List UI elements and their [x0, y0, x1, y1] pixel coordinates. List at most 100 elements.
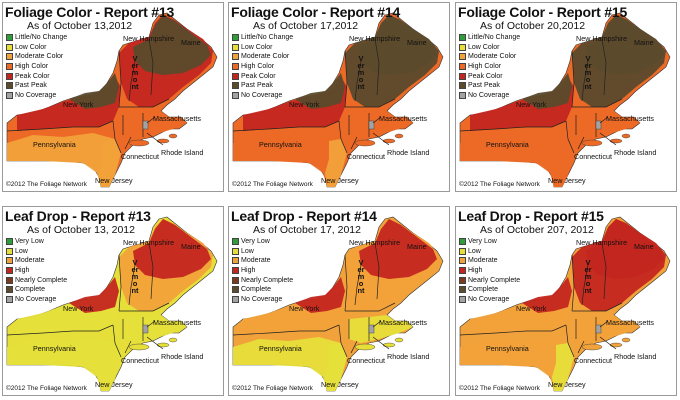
color-region-south: [460, 133, 574, 187]
state-border: [345, 98, 396, 108]
state-label-maine: Maine: [181, 38, 201, 47]
legend-item: Moderate: [459, 256, 520, 266]
label-pointer: [350, 136, 358, 150]
state-label-pennsylvania: Pennsylvania: [486, 140, 529, 149]
state-label-pennsylvania: Pennsylvania: [259, 140, 302, 149]
map-panel-leafdrop-report-15: Leaf Drop - Report #15 As of October 207,…: [455, 206, 677, 396]
color-region-coast: [349, 111, 413, 139]
color-region-south: [7, 337, 121, 391]
label-pointer: [146, 116, 156, 124]
state-label-rhode-island: Rhode Island: [161, 148, 204, 157]
legend-item: Little/No Change: [459, 33, 520, 43]
legend-swatch: [6, 276, 13, 284]
legend-swatch: [232, 267, 239, 275]
label-pointer: [577, 136, 585, 150]
state-border: [581, 264, 589, 306]
label-pointer: [599, 336, 617, 350]
state-label-connecticut: Connecticut: [574, 152, 612, 161]
island: [621, 133, 631, 139]
label-pointer: [146, 132, 164, 146]
legend-swatch: [459, 267, 466, 275]
state-label-massachusetts: Massachusetts: [153, 318, 201, 327]
state-label-rhode-island: Rhode Island: [387, 352, 430, 361]
state-label-massachusetts: Massachusetts: [379, 114, 427, 123]
copyright-notice: ©2012 The Foliage Network: [232, 385, 313, 392]
color-region-nj: [99, 139, 121, 187]
legend-item: No Coverage: [459, 295, 520, 305]
legend-item: Low Color: [459, 43, 520, 53]
map-canvas: [3, 207, 223, 395]
legend-item: Low: [459, 247, 520, 257]
color-region-adk: [295, 73, 345, 109]
color-region-ny: [470, 281, 574, 335]
state-label-new-york: New York: [63, 304, 94, 313]
state-border: [119, 98, 170, 108]
legend-label: Peak Color: [15, 72, 50, 80]
legend-item: Past Peak: [6, 81, 67, 91]
legend-label: Very Low: [241, 238, 270, 246]
legend-item: Little/No Change: [6, 33, 67, 43]
island: [156, 342, 170, 348]
map-legend: Little/No Change Low Color Moderate Color H…: [232, 33, 293, 100]
legend-item: High: [6, 266, 67, 276]
legend-swatch: [459, 276, 466, 284]
color-region-adk: [522, 277, 572, 313]
island: [394, 337, 404, 343]
state-label-vermont: Vermont: [357, 54, 365, 91]
legend-item: High Color: [459, 62, 520, 72]
island: [382, 342, 396, 348]
legend-swatch: [6, 43, 13, 51]
state-label-new-jersey: New Jersey: [321, 380, 359, 389]
legend-item: Past Peak: [232, 81, 293, 91]
state-label-vermont: Vermont: [131, 258, 139, 295]
state-border: [118, 254, 122, 312]
legend-item: Moderate: [232, 256, 293, 266]
legend-swatch: [6, 34, 13, 42]
legend-swatch: [6, 257, 13, 265]
island: [156, 138, 170, 144]
legend-swatch: [232, 295, 239, 303]
state-border: [128, 60, 136, 102]
label-pointer: [599, 116, 609, 124]
label-pointer: [146, 336, 164, 350]
legend-label: Little/No Change: [15, 34, 68, 42]
color-region-south: [460, 337, 574, 391]
color-region-ny: [470, 77, 574, 131]
legend-label: High: [241, 267, 256, 275]
legend-item: No Coverage: [232, 295, 293, 305]
map-date: As of October 13,2012: [27, 20, 133, 32]
state-border: [128, 264, 136, 306]
island: [168, 337, 178, 343]
state-label-rhode-island: Rhode Island: [161, 352, 204, 361]
legend-swatch: [232, 276, 239, 284]
map-panel-foliage-report-15: Foliage Color - Report #15 As of October …: [455, 2, 677, 192]
state-label-new-hampshire: New Hampshire: [349, 34, 401, 43]
state-label-massachusetts: Massachusetts: [606, 114, 654, 123]
state-border: [112, 120, 122, 154]
color-region-nj: [552, 343, 574, 391]
state-border: [118, 50, 122, 108]
legend-item: Very Low: [232, 237, 293, 247]
legend-label: Past Peak: [15, 82, 47, 90]
legend-swatch: [6, 295, 13, 303]
state-label-new-york: New York: [289, 304, 320, 313]
legend-label: Complete: [241, 286, 271, 294]
map-title: Leaf Drop - Report #15: [458, 208, 604, 224]
state-label-maine: Maine: [181, 242, 201, 251]
legend-label: Low: [241, 247, 254, 255]
state-label-maine: Maine: [407, 38, 427, 47]
color-region-south: [7, 133, 121, 187]
state-border: [148, 38, 154, 96]
legend-item: Peak Color: [6, 71, 67, 81]
state-border: [601, 242, 607, 300]
legend-swatch: [6, 91, 13, 99]
legend-swatch: [232, 43, 239, 51]
state-label-new-york: New York: [289, 100, 320, 109]
state-label-new-jersey: New Jersey: [548, 176, 586, 185]
state-border: [354, 60, 362, 102]
legend-label: No Coverage: [468, 295, 510, 303]
map-title: Leaf Drop - Report #14: [231, 208, 377, 224]
legend-item: Low: [232, 247, 293, 257]
map-canvas: [3, 3, 223, 191]
legend-swatch: [6, 247, 13, 255]
